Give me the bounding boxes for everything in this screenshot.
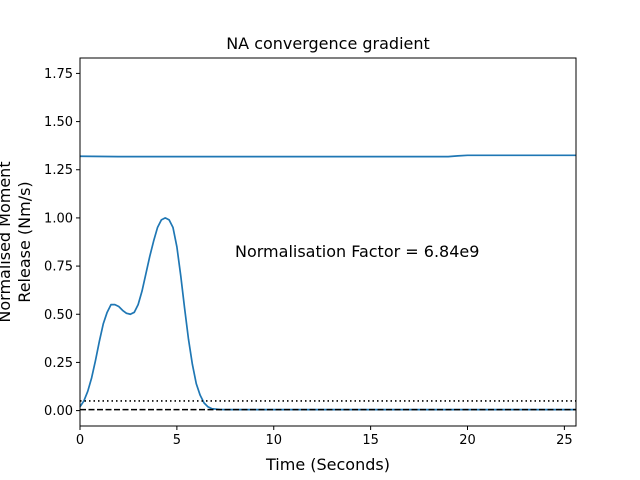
y-axis-ticks: 0.00 0.25 0.50 0.75 1.00 1.25 1.50 1.75 bbox=[44, 67, 80, 419]
y-axis-label-line1: Normalised Moment bbox=[0, 161, 14, 322]
y-tick-label: 1.75 bbox=[44, 67, 73, 82]
series-line-1-solid bbox=[79, 217, 576, 411]
plot-area bbox=[79, 154, 576, 411]
y-axis-label-line2: Release (Nm/s) bbox=[15, 181, 34, 302]
x-tick-label: 20 bbox=[459, 433, 476, 448]
x-axis-label: Time (Seconds) bbox=[265, 455, 390, 474]
y-axis-label: Normalised Moment Release (Nm/s) bbox=[0, 161, 34, 322]
series-line-2-solid bbox=[79, 154, 576, 158]
x-tick-label: 25 bbox=[556, 433, 573, 448]
y-tick-label: 0.50 bbox=[44, 308, 73, 323]
y-tick-label: 0.00 bbox=[44, 404, 73, 419]
y-tick-label: 0.25 bbox=[44, 356, 73, 371]
chart-title: NA convergence gradient bbox=[226, 34, 430, 53]
x-axis-ticks: 0 5 10 15 20 25 bbox=[76, 426, 573, 448]
x-tick-label: 5 bbox=[173, 433, 181, 448]
x-tick-label: 15 bbox=[362, 433, 379, 448]
plot-frame bbox=[79, 57, 577, 427]
normalisation-factor-annotation: Normalisation Factor = 6.84e9 bbox=[235, 242, 479, 261]
y-tick-label: 1.50 bbox=[44, 115, 73, 130]
y-tick-label: 1.00 bbox=[44, 211, 73, 226]
y-tick-label: 1.25 bbox=[44, 163, 73, 178]
x-tick-label: 10 bbox=[265, 433, 282, 448]
y-tick-label: 0.75 bbox=[44, 260, 73, 275]
x-tick-label: 0 bbox=[76, 433, 84, 448]
